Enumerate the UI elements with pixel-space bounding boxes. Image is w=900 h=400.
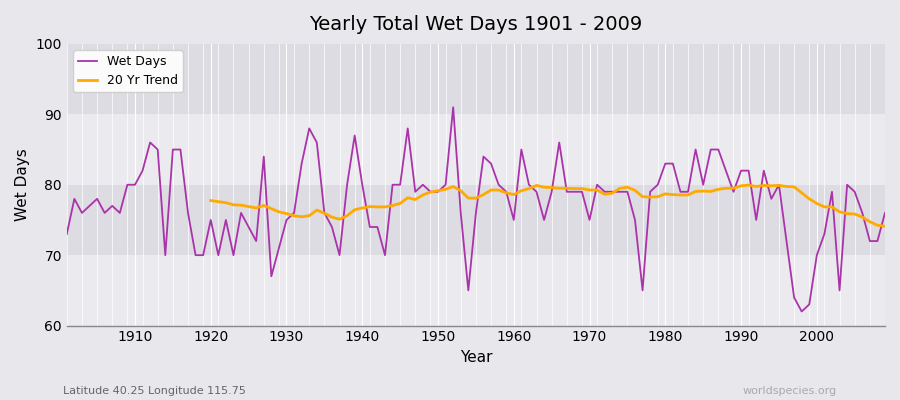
Text: worldspecies.org: worldspecies.org bbox=[742, 386, 837, 396]
20 Yr Trend bbox=[788, 184, 799, 189]
20 Yr Trend bbox=[743, 183, 754, 188]
Y-axis label: Wet Days: Wet Days bbox=[15, 148, 30, 221]
X-axis label: Year: Year bbox=[460, 350, 492, 365]
Wet Days bbox=[796, 309, 807, 314]
Wet Days bbox=[448, 105, 459, 110]
Line: Wet Days: Wet Days bbox=[67, 107, 885, 312]
20 Yr Trend bbox=[675, 192, 686, 197]
Wet Days bbox=[61, 232, 72, 236]
20 Yr Trend bbox=[773, 183, 784, 188]
Wet Days bbox=[879, 210, 890, 215]
Title: Yearly Total Wet Days 1901 - 2009: Yearly Total Wet Days 1901 - 2009 bbox=[310, 15, 643, 34]
20 Yr Trend bbox=[879, 224, 890, 229]
20 Yr Trend bbox=[857, 215, 868, 220]
Wet Days bbox=[508, 218, 519, 222]
Bar bbox=[67, 114, 885, 185]
Bar bbox=[67, 44, 885, 114]
Wet Days bbox=[516, 147, 526, 152]
Wet Days bbox=[334, 253, 345, 258]
Bar bbox=[67, 185, 885, 255]
Wet Days bbox=[289, 210, 300, 215]
Bar bbox=[67, 255, 885, 326]
Line: 20 Yr Trend: 20 Yr Trend bbox=[211, 185, 885, 226]
Wet Days bbox=[607, 189, 617, 194]
20 Yr Trend bbox=[205, 198, 216, 203]
Text: Latitude 40.25 Longitude 115.75: Latitude 40.25 Longitude 115.75 bbox=[63, 386, 246, 396]
20 Yr Trend bbox=[410, 197, 420, 202]
20 Yr Trend bbox=[296, 214, 307, 219]
Legend: Wet Days, 20 Yr Trend: Wet Days, 20 Yr Trend bbox=[73, 50, 183, 92]
Wet Days bbox=[122, 182, 133, 187]
